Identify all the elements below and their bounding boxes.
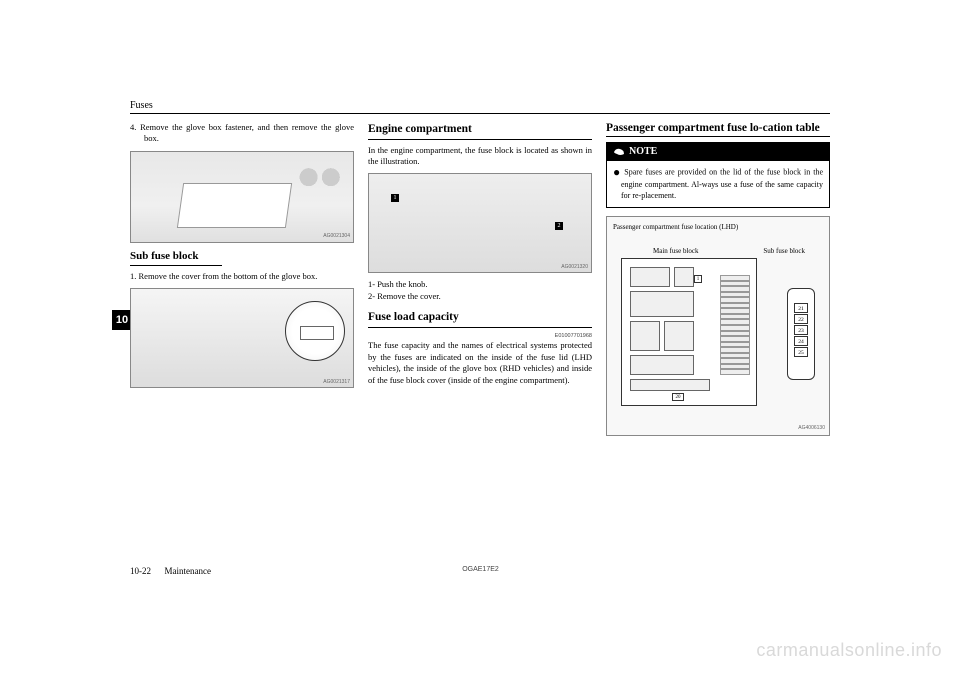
- footer-center-code: OGAE17E2: [211, 566, 750, 576]
- fuse-load-body-text: The fuse capacity and the names of elect…: [368, 340, 592, 386]
- main-fuse-block: 1 20: [621, 258, 757, 406]
- main-block-shapes: [628, 265, 716, 395]
- note-body-text: Spare fuses are provided on the lid of t…: [621, 167, 823, 199]
- running-head: Fuses: [130, 100, 830, 111]
- figure-id: AG0021304: [323, 233, 350, 240]
- heading-fuse-load-capacity: Fuse load capacity: [368, 310, 592, 328]
- reference-code: E01007701968: [368, 333, 592, 340]
- sub-fuse-21: 21: [794, 303, 808, 313]
- sub-fuse-block: 21 22 23 24 25: [787, 288, 815, 380]
- fuse-num-bottom: 20: [672, 393, 684, 401]
- figure-id: AG4006130: [798, 425, 825, 432]
- heading-sub-fuse-block: Sub fuse block: [130, 249, 354, 265]
- bullet-icon: ●: [613, 165, 621, 179]
- magnifier-lens: [285, 301, 345, 361]
- footer-left: 10-22 Maintenance: [130, 566, 211, 576]
- step-1-text: 1. Remove the cover from the bottom of t…: [130, 271, 354, 282]
- heading-passenger-fuse-table: Passenger compartment fuse lo-cation tab…: [606, 122, 830, 137]
- fuse-diagram-title: Passenger compartment fuse location (LHD…: [613, 223, 823, 232]
- figure-id: AG0021317: [323, 379, 350, 386]
- figure-sub-fuse-cover: AG0021317: [130, 288, 354, 388]
- page-number: 10-22: [130, 566, 151, 576]
- engine-intro-text: In the engine compartment, the fuse bloc…: [368, 145, 592, 168]
- figure-glovebox-remove: AG0021304: [130, 151, 354, 243]
- caption-2: 2- Remove the cover.: [368, 291, 592, 302]
- column-1: 4. Remove the glove box fastener, and th…: [130, 122, 354, 436]
- section-name: Maintenance: [165, 566, 211, 576]
- heading-engine-compartment: Engine compartment: [368, 122, 592, 140]
- callout-1: 1: [391, 194, 399, 202]
- sub-fuse-block-label: Sub fuse block: [763, 247, 805, 256]
- fuse-grid: [720, 275, 750, 375]
- step-4-text: 4. Remove the glove box fastener, and th…: [130, 122, 354, 145]
- column-3: Passenger compartment fuse lo-cation tab…: [606, 122, 830, 436]
- note-title-bar: NOTE: [607, 143, 829, 161]
- callout-2: 2: [555, 222, 563, 230]
- sub-fuse-24: 24: [794, 336, 808, 346]
- note-title-text: NOTE: [629, 145, 657, 159]
- header-rule: [130, 113, 830, 114]
- note-body: ● Spare fuses are provided on the lid of…: [607, 161, 829, 207]
- column-2: Engine compartment In the engine compart…: [368, 122, 592, 436]
- main-fuse-block-label: Main fuse block: [653, 247, 699, 256]
- fuse-location-diagram: Passenger compartment fuse location (LHD…: [606, 216, 830, 436]
- figure-id: AG0021320: [561, 264, 588, 271]
- fuse-num-top: 1: [694, 275, 702, 283]
- page-content: Fuses 4. Remove the glove box fastener, …: [130, 100, 830, 570]
- chapter-tab: 10: [112, 310, 132, 330]
- page-footer: 10-22 Maintenance OGAE17E2: [130, 566, 830, 576]
- figure-engine-compartment: 1 2 AG0021320: [368, 173, 592, 273]
- caption-1: 1- Push the knob.: [368, 279, 592, 290]
- leaf-icon: [613, 147, 625, 157]
- note-box: NOTE ● Spare fuses are provided on the l…: [606, 142, 830, 208]
- caption-list: 1- Push the knob. 2- Remove the cover.: [368, 279, 592, 302]
- sub-fuse-25: 25: [794, 347, 808, 357]
- sub-fuse-22: 22: [794, 314, 808, 324]
- watermark: carmanualsonline.info: [756, 640, 942, 661]
- sub-fuse-23: 23: [794, 325, 808, 335]
